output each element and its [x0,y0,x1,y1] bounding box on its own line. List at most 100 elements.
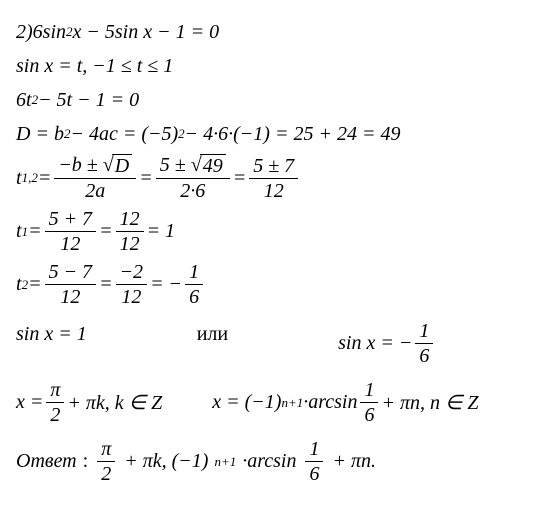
text: 2)6sin [16,21,66,44]
cases-row-1: sin x = 1 или sin x = − 1 6 [16,314,524,373]
text: t [16,273,22,296]
text: = [99,273,113,296]
fraction: 1 6 [415,320,433,367]
cases-row-2: x = π 2 + πk, k ∈ Z x = (−1)n+1·arcsin 1… [16,373,524,432]
text: = [38,167,52,190]
denominator: 12 [117,286,145,308]
fraction-bar [54,178,136,179]
numerator: 5 ± √49 [156,154,230,177]
text: sin x = 1 [16,323,87,346]
fraction-bar [249,178,298,179]
text: sin x = − [338,332,412,355]
text: ·arcsin [242,450,296,473]
case-right-sol-eq: x = (−1)n+1·arcsin 1 6 + πn, n ∈ Z [212,379,478,426]
fraction-bar [45,231,97,232]
equation-line-6: t1 = 5 + 7 12 = 12 12 = 1 [16,208,524,255]
equation-line-5: t1,2 = −b ± √D 2a = 5 ± √49 2·6 = 5 ± 7 … [16,154,524,202]
text: + πn. [332,450,376,473]
answer-label: Ответ [16,450,77,473]
case-left-eq: sin x = 1 [16,320,87,348]
numerator: 1 [185,261,203,283]
or-text: или [197,320,228,348]
fraction-bar [156,178,230,179]
text: = [28,220,42,243]
equation-line-1: 2)6sin2 x − 5sin x − 1 = 0 [16,18,524,46]
text: −b ± [58,154,102,176]
numerator: 12 [116,208,144,230]
text: ·arcsin [303,391,357,414]
text: + πk, k ∈ Z [67,390,162,415]
fraction: 1 6 [305,438,323,485]
text: + πn, n ∈ Z [381,390,478,415]
fraction-bar [116,231,144,232]
fraction-bar [45,284,97,285]
denominator: 2a [81,180,109,202]
equation-line-7: t2 = 5 − 7 12 = −2 12 = − 1 6 [16,261,524,308]
fraction-bar [360,402,378,403]
text: − 4ac = (−5) [70,123,178,146]
denominator: 2·6 [176,180,209,202]
fraction-bar [46,402,64,403]
text: sin x = t, −1 ≤ t ≤ 1 [16,55,173,78]
denominator: 12 [116,233,144,255]
fraction-bar [305,461,323,462]
text: 6t [16,89,32,112]
denominator: 6 [415,345,433,367]
denominator: 12 [56,286,84,308]
text: x − 5sin x − 1 = 0 [73,21,220,44]
fraction: −2 12 [116,261,148,308]
numerator: π [46,379,64,401]
fraction: 1 6 [185,261,203,308]
radicand: D [112,154,132,177]
numerator: 1 [360,379,378,401]
case-right-eq: sin x = − 1 6 [338,320,436,367]
denominator: 12 [260,180,288,202]
fraction: 12 12 [116,208,144,255]
denominator: 6 [360,404,378,426]
equation-line-4: D = b2 − 4ac = (−5)2 − 4·6·(−1) = 25 + 2… [16,120,524,148]
denominator: 2 [97,463,115,485]
text: − 4·6·(−1) = 25 + 24 = 49 [185,123,401,146]
case-left: sin x = 1 [16,314,87,373]
equation-line-2: sin x = t, −1 ≤ t ≤ 1 [16,52,524,80]
fraction: 5 + 7 12 [45,208,97,255]
numerator: 1 [305,438,323,460]
numerator: 1 [415,320,433,342]
text: 5 ± [160,154,191,176]
fraction: 5 ± 7 12 [249,155,298,202]
text: x = [16,391,43,414]
fraction: −b ± √D 2a [54,154,136,202]
fraction-bar [415,343,433,344]
text: = [28,273,42,296]
text: − 5t − 1 = 0 [38,89,139,112]
numerator: 5 − 7 [45,261,97,283]
fraction-bar [185,284,203,285]
sqrt: √49 [191,154,226,177]
answer-line: Ответ : π 2 + πk, (−1)n+1·arcsin 1 6 + π… [16,438,524,485]
case-left-sol-eq: x = π 2 + πk, k ∈ Z [16,379,162,426]
denominator: 6 [305,463,323,485]
text: = [139,167,153,190]
denominator: 6 [185,286,203,308]
numerator: π [97,438,115,460]
fraction: π 2 [46,379,64,426]
text: = 1 [147,220,176,243]
fraction: 1 6 [360,379,378,426]
fraction-bar [97,461,115,462]
text: t [16,167,22,190]
fraction: 5 ± √49 2·6 [156,154,230,202]
text: x = (−1) [212,391,281,414]
numerator: −b ± √D [54,154,136,177]
numerator: 5 + 7 [45,208,97,230]
case-right-sol: x = (−1)n+1·arcsin 1 6 + πn, n ∈ Z [212,373,478,432]
denominator: 2 [46,404,64,426]
text: = − [150,273,182,296]
radicand: 49 [200,154,226,177]
numerator: 5 ± 7 [249,155,298,177]
text: = [233,167,247,190]
denominator: 12 [56,233,84,255]
case-left-sol: x = π 2 + πk, k ∈ Z [16,373,162,432]
equation-line-3: 6t2 − 5t − 1 = 0 [16,86,524,114]
case-or: или [197,314,228,373]
text: D = b [16,123,64,146]
